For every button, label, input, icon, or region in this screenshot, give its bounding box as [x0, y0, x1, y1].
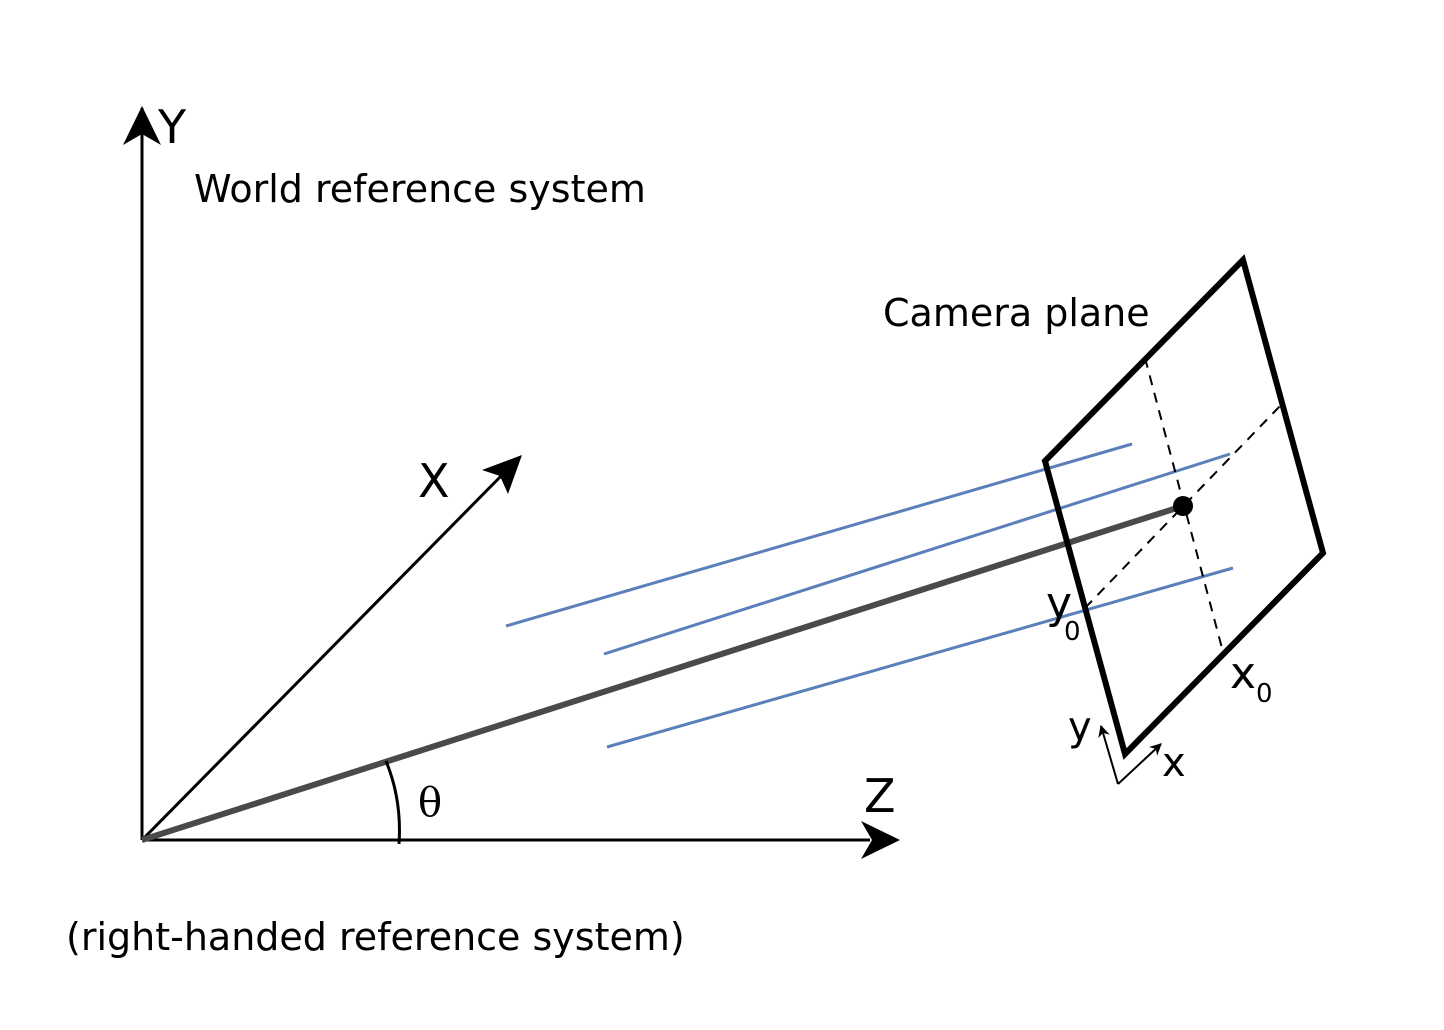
y0-label: y: [1046, 578, 1072, 629]
axis-label-y: Y: [157, 100, 187, 154]
principal-point: [1173, 496, 1193, 516]
parallel-rays: [505, 442, 1234, 749]
camera-y-label: y: [1068, 704, 1092, 750]
z-axis-arrowhead: [861, 821, 900, 859]
world-title: World reference system: [194, 167, 646, 211]
x-axis-arrowhead: [482, 455, 522, 494]
x0-subscript: 0: [1256, 679, 1273, 709]
camera-title: Camera plane: [883, 291, 1150, 335]
blue-ray-2: [603, 452, 1231, 656]
camera-x-label: x: [1162, 740, 1186, 786]
axis-label-x: X: [418, 454, 450, 508]
theta-arc: [384, 760, 401, 845]
x-axis: [140, 470, 507, 842]
axis-label-z: Z: [864, 769, 896, 823]
camera-local-axes: [1098, 724, 1162, 785]
y-axis-arrowhead: [123, 106, 161, 145]
world-axes: [123, 106, 900, 859]
optical-axis-ray: [141, 503, 1184, 843]
camera-plane: [1041, 254, 1327, 760]
y0-subscript: 0: [1064, 617, 1081, 647]
x0-label: x: [1230, 648, 1256, 699]
camera-plane-frame: [1041, 254, 1327, 760]
blue-ray-3: [606, 566, 1234, 749]
right-handed-note: (right-handed reference system): [66, 915, 685, 959]
blue-ray-1: [505, 442, 1133, 628]
camera-y-axis: [1098, 724, 1119, 785]
theta-label: θ: [418, 780, 442, 826]
camera-x-axis: [1117, 743, 1162, 785]
